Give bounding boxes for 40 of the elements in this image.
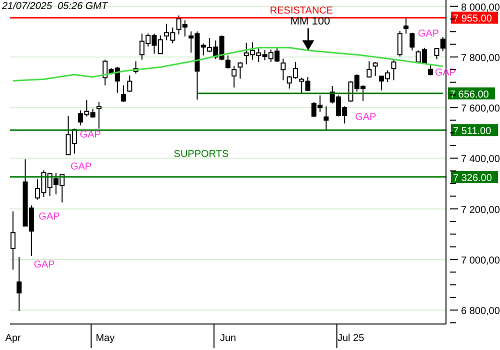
x-tick-label: Jul 25 xyxy=(337,333,365,344)
x-tick-label: Jun xyxy=(220,333,236,344)
y-tick-label: 7 000,00 xyxy=(461,255,500,266)
annotation: GAP xyxy=(38,211,60,222)
candlestick xyxy=(232,66,237,88)
candlestick xyxy=(404,17,409,34)
candlestick xyxy=(121,84,126,103)
x-tick-label: Apr xyxy=(5,333,22,344)
candlestick xyxy=(428,64,434,76)
series-label: MM 100 xyxy=(290,15,330,28)
candlestick xyxy=(397,30,402,57)
candlestick xyxy=(324,106,329,130)
candlestick xyxy=(366,60,372,78)
annotation: GAP xyxy=(355,112,377,124)
candlestick xyxy=(127,74,132,93)
y-tick-label: 7 400,00 xyxy=(461,154,500,166)
annotation: RESISTANCE xyxy=(270,5,334,16)
ref-line-label: 7 326.00 xyxy=(453,172,492,184)
y-tick-label: 7 800,00 xyxy=(461,52,500,64)
annotation: GAP xyxy=(80,129,102,140)
candlestick xyxy=(372,62,378,76)
candlestick xyxy=(410,32,415,51)
candlestick xyxy=(238,62,243,80)
candlestick xyxy=(16,256,22,312)
candlestick xyxy=(391,60,396,81)
annotation: GAP xyxy=(70,161,92,172)
candlestick xyxy=(96,102,102,130)
candlestick xyxy=(10,210,16,270)
annotation: GAP xyxy=(418,28,440,40)
annotation: 21/07/2025 05:26 GMT xyxy=(2,1,108,12)
annotation: SUPPORTS xyxy=(174,149,229,160)
x-tick-label: May xyxy=(96,333,115,344)
candlestick xyxy=(225,54,230,70)
annotation: GAP xyxy=(34,259,56,270)
y-tick-label: 7 600,00 xyxy=(461,104,500,115)
y-tick-label: 7 200,00 xyxy=(461,204,500,216)
y-tick-label: 6 800,00 xyxy=(461,306,500,318)
y-tick-label: 8 000,00 xyxy=(461,2,500,14)
candlestick xyxy=(280,58,286,81)
ref-line-label: 7 955.00 xyxy=(453,14,492,25)
